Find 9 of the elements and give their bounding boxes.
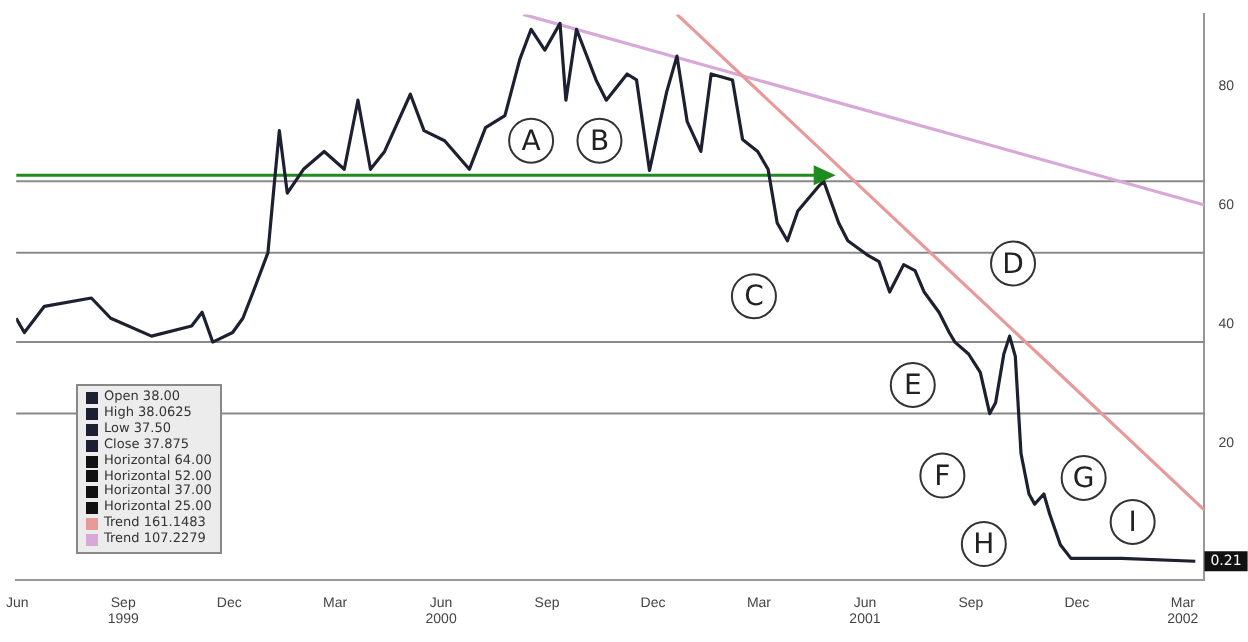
annotation: I [1128,507,1137,540]
annotation: E [903,370,922,403]
annotation: G [1072,463,1095,496]
annotation: F [934,460,951,493]
annotation: D [1002,248,1024,281]
annotation: H [973,529,995,562]
annotation: A [521,125,542,158]
annotation: B [589,125,610,158]
annotation: C [744,281,765,314]
